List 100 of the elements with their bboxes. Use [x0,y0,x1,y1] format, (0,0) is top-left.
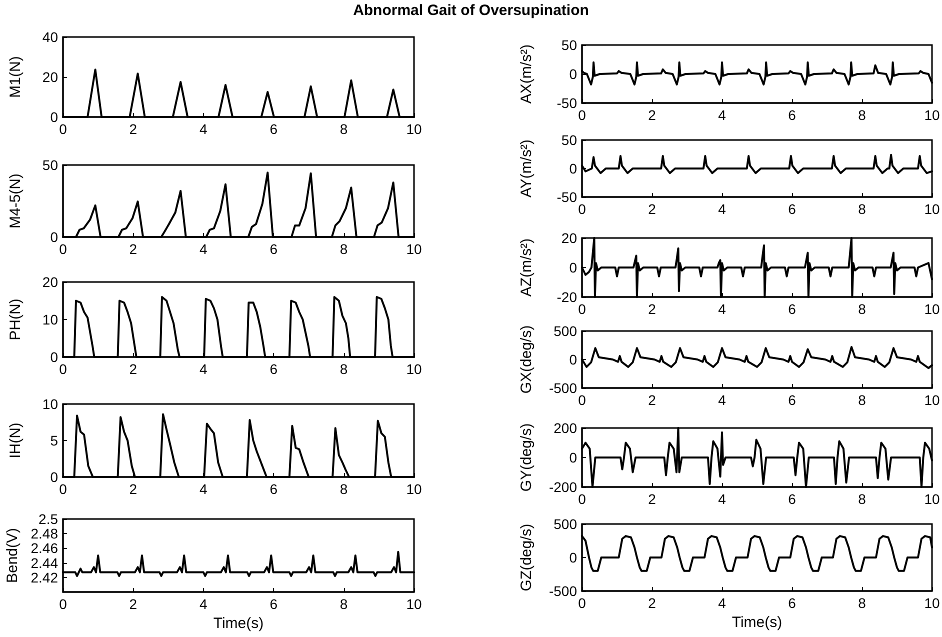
x-tick-label: 4 [718,392,726,408]
x-tick-label: 6 [788,595,796,611]
y-tick-label: 2.42 [30,569,58,586]
y-tick-label: 500 [554,323,578,339]
x-tick-label: 2 [648,301,656,317]
x-tick-label: 8 [340,361,348,377]
x-tick-label: 4 [200,121,208,137]
x-tick-label: 8 [858,301,866,317]
y-axis-title: PH(N) [7,298,24,340]
y-tick-label: 2.48 [30,526,58,542]
y-tick-label: 40 [42,29,58,45]
x-tick-label: 6 [788,107,796,123]
y-tick-label: 2.44 [30,554,58,571]
y-tick-label: 200 [554,420,578,436]
x-axis-title: Time(s) [213,614,264,632]
y-axis-title: AZ(m/s²) [518,238,535,297]
x-tick-label: 2 [648,491,656,507]
y-tick-label: 0 [50,229,58,245]
y-tick-label: -50 [556,95,578,111]
x-tick-label: 2 [648,201,656,217]
y-tick-label: 20 [561,230,578,246]
y-tick-label: 50 [561,37,578,53]
x-tick-label: 6 [270,241,278,257]
x-tick-label: 6 [788,491,796,507]
x-tick-label: 10 [924,201,940,217]
y-tick-label: -20 [556,289,578,305]
y-tick-label: 5 [50,432,58,448]
x-tick-label: 6 [270,596,278,612]
x-tick-label: 4 [200,361,208,377]
y-axis-title: M1(N) [7,56,24,98]
y-axis-title: IH(N) [7,422,24,458]
x-tick-label: 4 [200,481,208,497]
y-tick-label: 0 [569,450,578,466]
x-tick-label: 6 [270,481,278,497]
y-tick-label: -500 [548,583,578,599]
x-tick-label: 2 [129,361,138,377]
x-tick-label: 8 [340,596,348,612]
x-tick-label: 6 [788,201,796,217]
x-tick-label: 10 [924,392,940,408]
x-tick-label: 4 [718,201,726,217]
x-tick-label: 2 [648,595,656,611]
x-tick-label: 6 [788,301,796,317]
text: Abnormal Gait of Oversupination [352,2,590,19]
y-tick-label: -200 [548,479,578,495]
x-tick-label: 8 [858,392,866,408]
x-tick-label: 4 [718,107,726,123]
y-tick-label: 0 [569,66,578,82]
y-tick-label: 50 [42,157,58,173]
x-tick-label: 2 [129,241,138,257]
x-tick-label: 6 [270,361,278,377]
x-tick-label: 10 [924,491,940,507]
y-tick-label: 0 [569,260,578,276]
x-tick-label: 8 [858,201,866,217]
x-tick-label: 4 [718,595,726,611]
y-tick-label: 0 [50,349,58,365]
x-tick-label: 4 [200,596,208,612]
y-axis-title: GY(deg/s) [518,423,535,492]
x-tick-label: 4 [200,241,208,257]
x-tick-label: 4 [718,301,726,317]
x-tick-label: 8 [340,241,348,257]
x-tick-label: 10 [406,361,422,377]
x-tick-label: 6 [788,392,796,408]
y-axis-title: GX(deg/s) [518,325,535,394]
y-axis-title: AX(m/s²) [518,44,535,104]
x-tick-label: 2 [129,121,138,137]
x-tick-label: 4 [718,491,726,507]
x-tick-label: 6 [270,121,278,137]
x-tick-label: 10 [924,595,940,611]
x-tick-label: 10 [924,107,940,123]
x-tick-label: 10 [406,596,422,612]
x-tick-label: 8 [340,121,348,137]
y-axis-title: GZ(deg/s) [518,524,535,592]
y-tick-label: 10 [42,312,58,328]
x-tick-label: 2 [648,392,656,408]
line-series [581,427,933,488]
x-tick-label: 10 [924,301,940,317]
x-tick-label: 2 [129,596,138,612]
x-tick-label: 8 [858,491,866,507]
y-tick-label: 20 [42,69,58,85]
y-tick-label: 2.5 [38,511,58,527]
x-tick-label: 2 [129,481,138,497]
y-tick-label: 2.46 [30,540,58,556]
y-tick-label: 20 [42,274,58,290]
y-tick-label: 500 [554,516,578,532]
y-tick-label: 50 [561,132,578,148]
x-tick-label: 10 [406,241,422,257]
x-tick-label: 8 [858,595,866,611]
y-axis-title: M4-5(N) [7,174,24,228]
x-tick-label: 8 [340,481,348,497]
x-tick-label: 8 [858,107,866,123]
x-axis-title: Time(s) [732,614,782,631]
x-tick-label: 10 [406,481,422,497]
y-axis-title: AY(m/s²) [518,139,535,198]
x-tick-label: 2 [648,107,656,123]
y-axis-title: Bend(V) [4,528,21,584]
y-tick-label: -500 [548,380,578,396]
y-tick-label: -50 [556,189,578,205]
y-tick-label: 0 [569,160,578,176]
x-tick-label: 10 [406,121,422,137]
y-tick-label: 0 [50,469,58,485]
